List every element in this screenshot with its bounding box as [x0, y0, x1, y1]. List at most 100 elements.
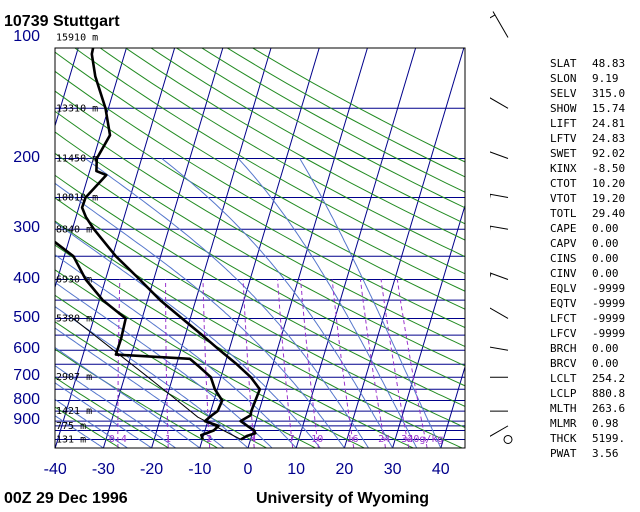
mixing-ratio-line — [202, 279, 211, 448]
index-row: THCK 5199. — [550, 431, 638, 446]
index-row: SHOW 15.74 — [550, 101, 638, 116]
temperature-trace — [80, 48, 262, 441]
index-name: CAPV — [550, 237, 577, 250]
index-name: BRCV — [550, 357, 577, 370]
height-label: 131 m — [56, 435, 86, 446]
height-label: 6930 m — [56, 275, 92, 286]
wind-barb — [490, 376, 508, 378]
wind-barb — [490, 151, 509, 159]
mixing-ratio-label: 32 — [401, 434, 413, 445]
mixing-ratio-label: 0.4 — [109, 434, 127, 445]
mixing-ratio-line — [117, 279, 121, 448]
dry-adiabat-line — [55, 90, 465, 329]
mixing-ratio-line — [277, 279, 294, 448]
index-value: 0.00 — [592, 222, 619, 235]
isotherm-line — [392, 203, 465, 448]
moist-adiabat-line — [55, 281, 273, 448]
moist-adiabat-line — [55, 254, 297, 448]
pressure-tick-label: 700 — [13, 367, 40, 385]
station-title: 10739 Stuttgart — [4, 13, 120, 30]
moist-adiabat-line — [55, 221, 321, 448]
wind-barb — [490, 193, 509, 199]
index-row: LIFT 24.81 — [550, 116, 638, 131]
height-label: 2907 m — [56, 372, 92, 383]
mixing-ratio-line — [331, 279, 355, 448]
index-value: 9.19 — [592, 72, 619, 85]
wind-barb — [490, 225, 509, 231]
index-value: 0.00 — [592, 267, 619, 280]
temperature-tick-label: 20 — [335, 461, 354, 478]
index-row: CAPE 0.00 — [550, 221, 638, 236]
mixing-ratio-label: 2 — [206, 434, 212, 445]
moist-adiabat-line — [55, 398, 128, 448]
plot-frame — [54, 47, 466, 449]
moist-adiabat-line — [299, 158, 442, 448]
height-label: 5380 m — [56, 314, 92, 325]
index-value: 0.98 — [592, 417, 619, 430]
mixing-ratio-label: 10 — [311, 434, 323, 445]
barb-shaft — [490, 151, 509, 159]
index-name: KINX — [550, 162, 577, 175]
index-value: 48.83 — [592, 57, 626, 70]
index-name: TOTL — [550, 207, 577, 220]
height-label: 775 m — [56, 421, 86, 432]
barb-shaft — [490, 307, 509, 319]
dry-adiabat-line — [55, 376, 169, 448]
index-row: SLON 9.19 — [550, 71, 638, 86]
pressure-tick-label: 500 — [13, 308, 40, 326]
index-value: 0.00 — [592, 252, 619, 265]
temperature-tick-label: 10 — [287, 461, 306, 478]
barb-half-flag — [490, 14, 496, 19]
dry-adiabat-line — [55, 110, 465, 348]
barb-shaft — [490, 97, 509, 109]
isotherm-line — [0, 37, 33, 448]
index-name: SLON — [550, 72, 577, 85]
dry-adiabat-line — [55, 406, 121, 448]
index-row: MLTH 263.6 — [550, 401, 638, 416]
index-row: LFTV 24.83 — [550, 131, 638, 146]
index-name: SLAT — [550, 57, 577, 70]
temperature-tick-label: 0 — [243, 461, 253, 478]
pressure-tick-label: 200 — [13, 148, 40, 166]
isotherm-line — [247, 48, 368, 448]
stability-indices: SLAT 48.83 SLON 9.19 SELV 315.0 SHOW 15.74 LIFT 2… — [550, 56, 638, 461]
wind-barb — [490, 346, 509, 351]
index-name: LCLT — [550, 372, 577, 385]
index-row: MLMR 0.98 — [550, 416, 638, 431]
isotherm-line — [440, 365, 465, 448]
index-row: TOTL 29.40 — [550, 206, 638, 221]
index-value: 24.81 — [592, 117, 626, 130]
index-name: LCLP — [550, 387, 577, 400]
wind-barb — [490, 11, 509, 38]
isotherm-line — [55, 48, 127, 289]
dry-adiabat-line — [55, 51, 465, 292]
data-source: University of Wyoming — [256, 490, 430, 507]
moist-adiabat-line — [55, 415, 104, 448]
index-row: BRCV 0.00 — [550, 356, 638, 371]
index-name: PWAT — [550, 447, 577, 460]
mixing-ratio-line — [242, 279, 255, 448]
index-name: EQLV — [550, 282, 577, 295]
index-value: -9999 — [592, 312, 626, 325]
dry-adiabat-line — [55, 244, 414, 448]
mixing-ratio-line — [396, 279, 428, 448]
index-name: LFCV — [550, 327, 577, 340]
dry-adiabat-line — [124, 48, 465, 241]
dry-adiabat-line — [55, 294, 316, 448]
barb-shaft — [492, 11, 509, 38]
moist-adiabat-line — [55, 305, 249, 448]
mixing-ratio-label: 7 — [289, 434, 295, 445]
index-value: -9999 — [592, 327, 626, 340]
index-row: LFCT -9999 — [550, 311, 638, 326]
index-row: SLAT 48.83 — [550, 56, 638, 71]
dry-adiabat-line — [55, 269, 365, 448]
index-name: EQTV — [550, 297, 577, 310]
wind-barb — [490, 410, 508, 412]
temperature-tick-label: -10 — [188, 461, 212, 478]
index-name: THCK — [550, 432, 577, 445]
index-row: CINV 0.00 — [550, 266, 638, 281]
dry-adiabat-line — [55, 131, 465, 367]
dry-adiabat-line — [55, 174, 465, 407]
